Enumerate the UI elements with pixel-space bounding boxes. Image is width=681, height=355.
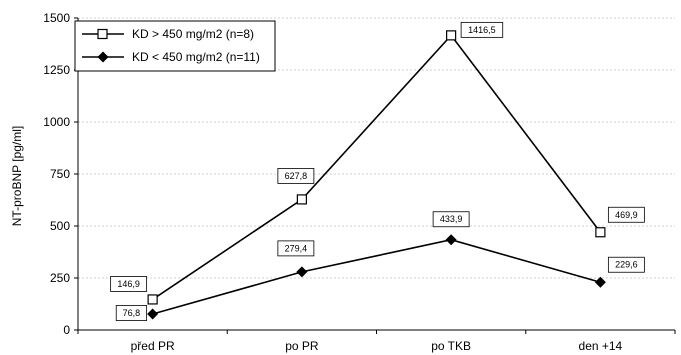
data-label-box (277, 240, 315, 257)
x-tick-label: den +14 (579, 339, 623, 353)
x-tick-labels: před PR po PR po TKB den +14 (131, 339, 623, 353)
data-label: 146,9 (117, 279, 140, 289)
series-line-2 (152, 238, 601, 315)
data-label-box (432, 211, 470, 228)
y-tick-label: 1500 (43, 11, 70, 25)
y-tick-label: 1250 (43, 63, 70, 77)
y-tick-label: 500 (50, 219, 70, 233)
data-label: 76,8 (123, 308, 141, 318)
legend-label-series-2: KD < 450 mg/m2 (n=11) (132, 50, 260, 64)
data-labels: 146,9 627,8 1416,5 469,9 76,8 279,4 433,9 229,6 (110, 21, 645, 321)
data-label-box (277, 168, 315, 184)
series-line-1 (152, 34, 602, 301)
data-label-box (607, 206, 645, 223)
gridlines (78, 17, 675, 279)
data-label: 433,9 (440, 214, 463, 224)
y-tick-label: 0 (63, 323, 70, 337)
data-label: 229,6 (615, 260, 638, 270)
data-point-open-square (147, 294, 158, 305)
y-axis-title: NT-proBNP [pg/ml] (10, 126, 24, 226)
legend-label-series-1: KD > 450 mg/m2 (n=8) (132, 27, 254, 41)
y-tick-label: 750 (50, 167, 70, 181)
x-tick-label: po PR (285, 339, 319, 353)
data-label: 279,4 (285, 243, 308, 253)
y-tick-labels: 0 250 500 750 1000 1250 1500 (43, 11, 70, 337)
data-point-filled-diamond (445, 234, 457, 246)
legend: KD > 450 mg/m2 (n=8) KD < 450 mg/m2 (n=1… (74, 20, 276, 72)
data-point-open-square (446, 30, 457, 41)
data-point-filled-diamond (147, 308, 159, 320)
data-label-box (110, 276, 148, 292)
data-label-box (460, 21, 504, 38)
legend-marker-open-square (97, 28, 108, 40)
legend-box (74, 20, 276, 72)
data-point-open-square (595, 227, 606, 238)
data-point-filled-diamond (296, 266, 308, 278)
data-point-filled-diamond (594, 276, 606, 288)
x-tick-label: před PR (131, 339, 175, 353)
legend-marker-filled-diamond (97, 51, 109, 63)
data-label-box (607, 256, 645, 273)
y-tick-label: 250 (50, 271, 70, 285)
data-label: 469,9 (615, 210, 638, 220)
y-tick-label: 1000 (43, 115, 70, 129)
x-tick-label: po TKB (431, 339, 471, 353)
data-label: 1416,5 (468, 25, 496, 35)
data-label-box (115, 305, 148, 321)
data-point-open-square (296, 194, 307, 205)
data-label: 627,8 (285, 171, 308, 181)
series-layer (147, 30, 606, 320)
